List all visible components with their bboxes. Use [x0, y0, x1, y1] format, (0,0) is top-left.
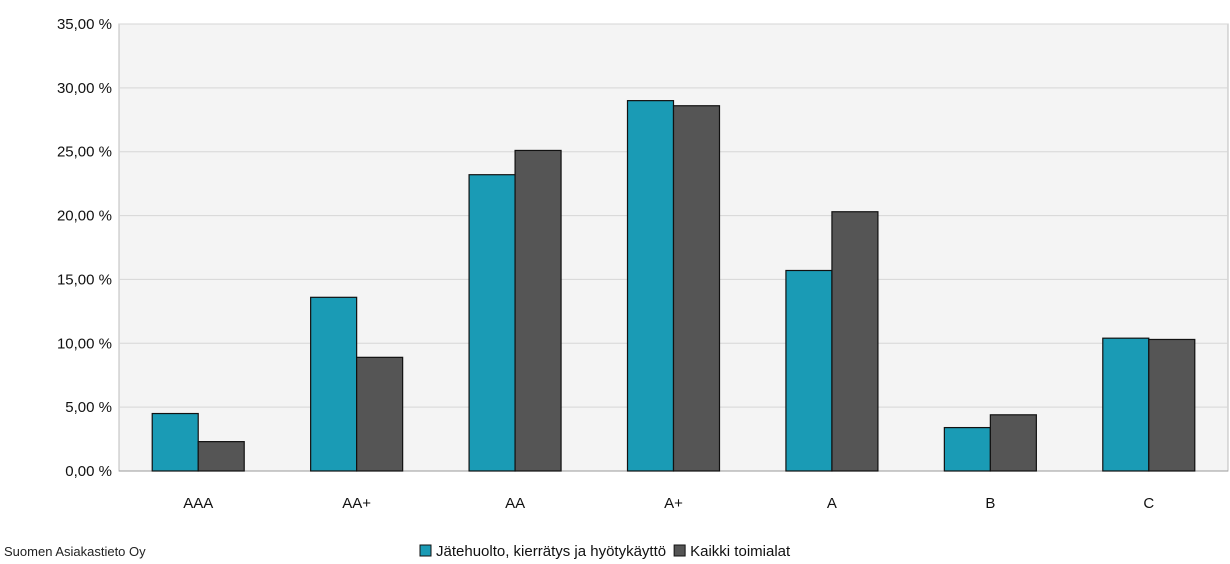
bar-a-series-1 [785, 269, 833, 472]
bar-b-series-2 [989, 414, 1037, 472]
x-category-label: C [1143, 495, 1154, 512]
bar-aplus-series-1 [626, 100, 675, 472]
bar-aaa-series-1 [151, 412, 199, 472]
x-category-label: AA [505, 495, 525, 512]
y-axis-tick-labels: 0,00 % 5,00 % 10,00 % 15,00 % 20,00 % 25,00 %… [57, 16, 112, 480]
y-tick-label: 25,00 % [57, 144, 112, 161]
bar-a-series-2 [831, 211, 879, 472]
legend: Jätehuolto, kierrätys ja hyötykäyttö Kaik… [419, 543, 791, 560]
x-category-label: A+ [664, 495, 683, 512]
y-tick-label: 5,00 % [65, 399, 112, 416]
bar-aa-series-1 [468, 174, 516, 472]
bar-c-series-2 [1148, 338, 1196, 472]
y-tick-label: 35,00 % [57, 16, 112, 33]
x-axis-category-labels: AAA AA+ AA A+ A B C [183, 495, 1154, 512]
bar-aaplus-series-1 [310, 296, 358, 472]
bar-b-series-1 [943, 426, 991, 472]
legend-label: Kaikki toimialat [690, 543, 791, 560]
x-category-label: B [985, 495, 995, 512]
y-tick-label: 10,00 % [57, 335, 112, 352]
legend-swatch [673, 544, 686, 557]
bar-aplus-series-2 [672, 105, 721, 472]
bar-aaplus-series-2 [356, 356, 404, 472]
bar-c-series-1 [1102, 337, 1150, 472]
y-tick-label: 20,00 % [57, 208, 112, 225]
source-label: Suomen Asiakastieto Oy [4, 544, 146, 559]
x-category-label: A [827, 495, 837, 512]
y-tick-label: 15,00 % [57, 271, 112, 288]
x-category-label: AAA [183, 495, 213, 512]
legend-label: Jätehuolto, kierrätys ja hyötykäyttö [436, 543, 666, 560]
bar-aaa-series-2 [197, 441, 245, 472]
legend-swatch [419, 544, 432, 557]
y-tick-label: 30,00 % [57, 80, 112, 97]
y-tick-label: 0,00 % [65, 463, 112, 480]
bars [151, 100, 1196, 472]
bar-aa-series-2 [514, 149, 562, 472]
x-category-label: AA+ [342, 495, 371, 512]
